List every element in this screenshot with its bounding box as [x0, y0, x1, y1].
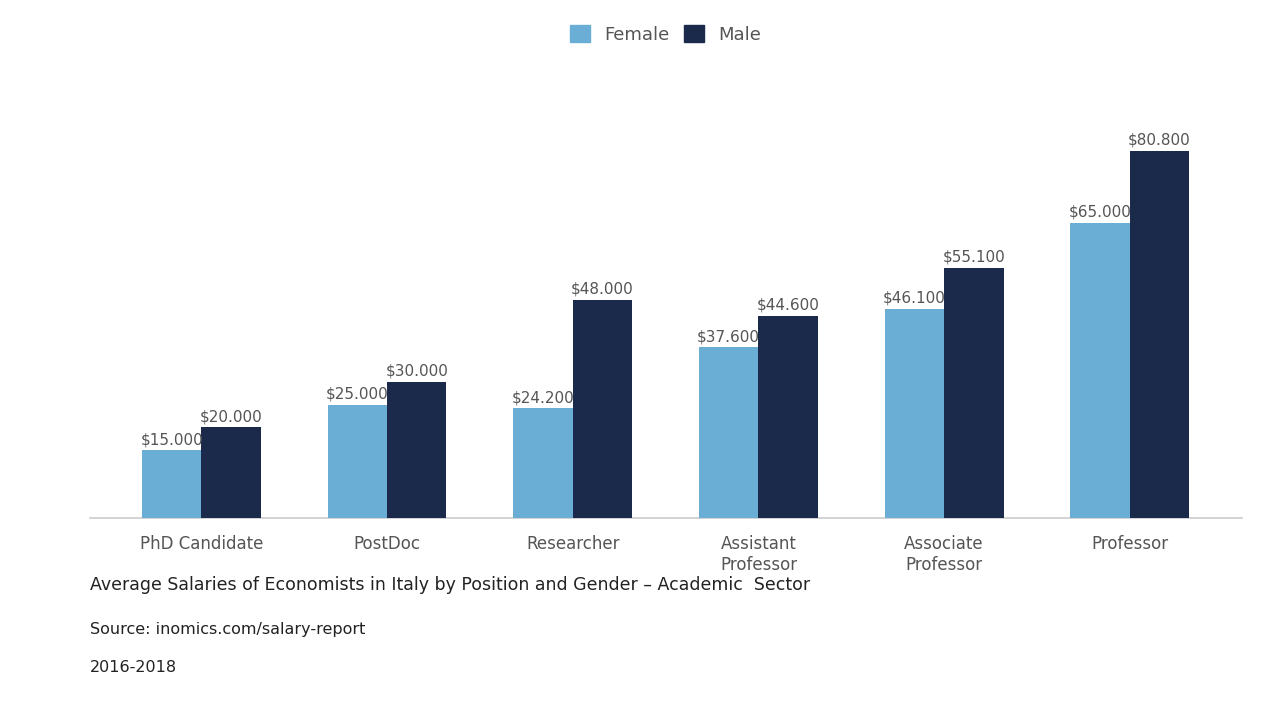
Text: Source: inomics.com/salary-report: Source: inomics.com/salary-report	[90, 622, 365, 637]
Bar	[572, 300, 632, 518]
Text: $24.200: $24.200	[512, 390, 575, 405]
Text: Average Salaries of Economists in Italy by Position and Gender – Academic  Secto: Average Salaries of Economists in Italy …	[90, 576, 810, 594]
Bar	[387, 382, 447, 518]
Bar	[513, 408, 572, 518]
Bar	[884, 309, 945, 518]
Text: $48.000: $48.000	[571, 282, 634, 297]
Bar	[759, 315, 818, 518]
Bar	[1130, 151, 1189, 518]
Bar	[328, 405, 387, 518]
Text: $15.000: $15.000	[141, 432, 204, 447]
Text: $25.000: $25.000	[326, 387, 389, 402]
Legend: Female, Male: Female, Male	[563, 18, 768, 51]
Text: $65.000: $65.000	[1069, 204, 1132, 220]
Text: $80.800: $80.800	[1128, 132, 1190, 148]
Bar	[699, 348, 759, 518]
Text: $46.100: $46.100	[883, 291, 946, 305]
Text: $30.000: $30.000	[385, 364, 448, 379]
Text: $37.600: $37.600	[698, 329, 760, 344]
Text: $44.600: $44.600	[756, 297, 819, 312]
Bar	[945, 268, 1004, 518]
Bar	[201, 428, 261, 518]
Text: 2016-2018: 2016-2018	[90, 660, 177, 675]
Text: $20.000: $20.000	[200, 409, 262, 424]
Bar	[142, 450, 201, 518]
Text: $55.100: $55.100	[942, 250, 1005, 265]
Bar	[1070, 222, 1130, 518]
